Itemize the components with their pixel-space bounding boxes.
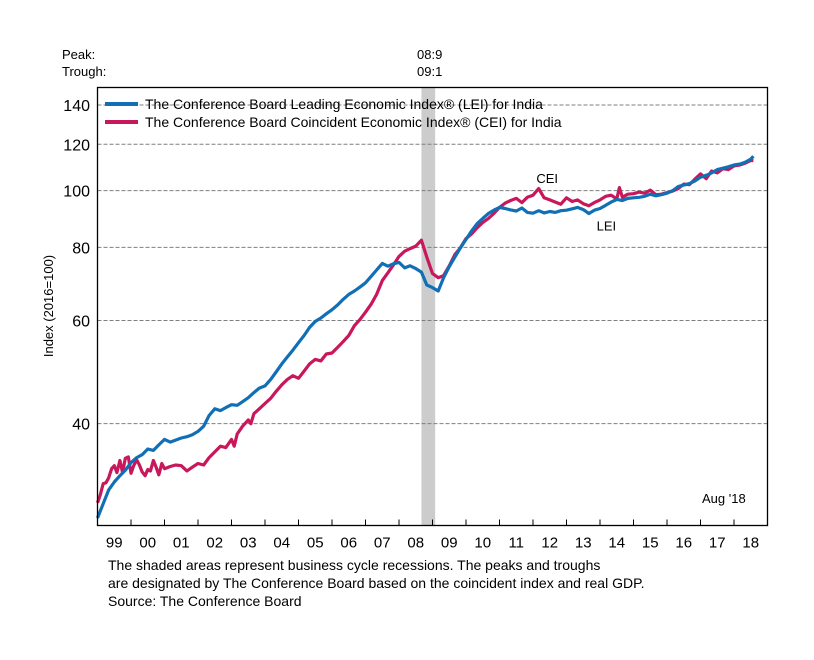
x-tick-label: 03 <box>240 535 257 552</box>
x-tick-label: 16 <box>675 535 692 552</box>
x-tick-label: 13 <box>575 535 592 552</box>
x-tick-label: 04 <box>273 535 290 552</box>
x-tick-label: 10 <box>474 535 491 552</box>
y-tick-label: 80 <box>72 240 90 257</box>
legend-label-cei: The Conference Board Coincident Economic… <box>145 114 562 130</box>
x-tick-label: 11 <box>508 535 524 552</box>
series-line-lei <box>96 155 755 519</box>
x-tick-label: 14 <box>608 535 625 552</box>
x-tick-label: 09 <box>441 535 458 552</box>
footnote-line-2: are designated by The Conference Board b… <box>108 575 645 591</box>
footnote: The shaded areas represent business cycl… <box>108 556 645 610</box>
y-tick-label: 40 <box>72 417 90 434</box>
legend: The Conference Board Leading Economic In… <box>105 96 562 130</box>
y-tick-label: 120 <box>63 137 90 154</box>
x-tick-label: 06 <box>340 535 357 552</box>
x-tick-label: 99 <box>106 535 123 552</box>
peak-label: Peak: <box>62 47 95 62</box>
annotation-cei: CEI <box>536 171 558 186</box>
x-tick-label: 08 <box>407 535 424 552</box>
x-tick-label: 12 <box>541 535 558 552</box>
x-tick-label: 01 <box>173 535 190 552</box>
y-axis-label: Index (2016=100) <box>41 255 56 357</box>
recession-trough-date: 09:1 <box>417 64 442 79</box>
legend-label-lei: The Conference Board Leading Economic In… <box>145 96 543 112</box>
annotation-lei: LEI <box>597 218 617 233</box>
y-tick-label: 100 <box>63 184 90 201</box>
x-tick-label: 07 <box>374 535 391 552</box>
recession-peak-date: 08:9 <box>417 47 442 62</box>
x-tick-label: 02 <box>206 535 223 552</box>
x-tick-label: 00 <box>139 535 156 552</box>
recession-band <box>421 87 436 526</box>
footnote-source: Source: The Conference Board <box>108 593 302 609</box>
footnote-line-1: The shaded areas represent business cycl… <box>108 557 601 573</box>
y-tick-label: 140 <box>63 98 90 115</box>
y-tick-label: 60 <box>72 314 90 331</box>
x-tick-label: 05 <box>307 535 324 552</box>
x-tick-label: 15 <box>642 535 659 552</box>
trough-label: Trough: <box>62 64 106 79</box>
x-tick-label: 17 <box>709 535 726 552</box>
annotation-latest-date: Aug '18 <box>702 491 746 506</box>
x-tick-label: 18 <box>742 535 759 552</box>
